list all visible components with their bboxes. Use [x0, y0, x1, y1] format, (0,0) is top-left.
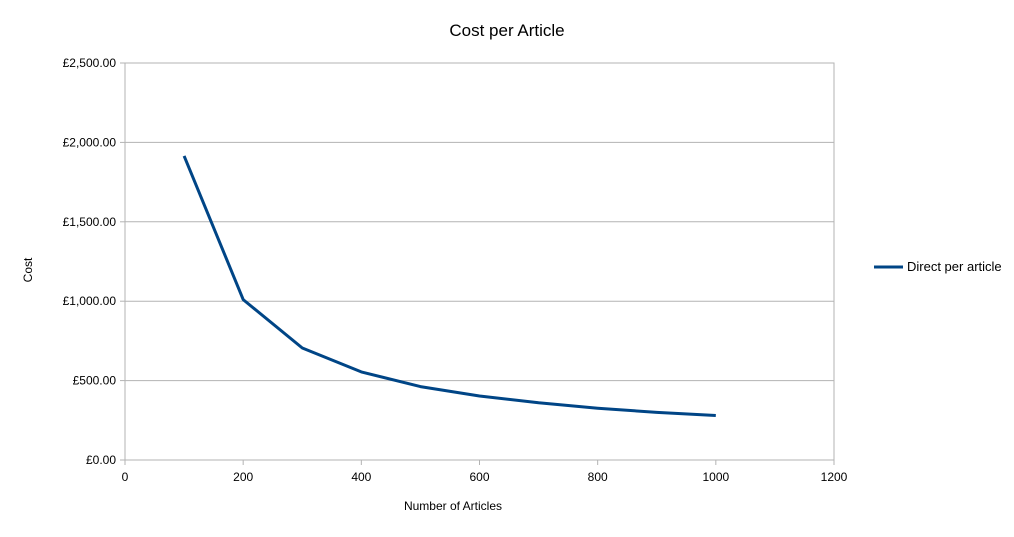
y-axis-ticks: £0.00 £500.00 £1,000.00 £1,500.00 £2,000.00 £… — [63, 56, 125, 467]
x-tick-label: 400 — [351, 470, 371, 484]
x-axis-ticks: 0 200 400 600 800 1000 1200 — [122, 460, 848, 484]
y-axis-title: Cost — [21, 257, 35, 282]
y-tick-label: £0.00 — [86, 453, 116, 467]
y-tick-label: £2,000.00 — [63, 135, 117, 149]
legend: Direct per article — [874, 259, 1002, 274]
grid-lines — [125, 62, 834, 461]
x-tick-label: 200 — [233, 470, 253, 484]
x-tick-label: 600 — [469, 470, 489, 484]
series-layer — [182, 155, 716, 417]
y-tick-label: £2,500.00 — [63, 56, 117, 70]
y-tick-label: £500.00 — [73, 374, 117, 388]
y-tick-label: £1,000.00 — [63, 294, 117, 308]
x-tick-label: 1200 — [821, 470, 848, 484]
chart-title: Cost per Article — [449, 21, 564, 40]
legend-label-direct-per-article: Direct per article — [907, 259, 1002, 274]
plot-area-frame — [124, 62, 835, 461]
y-tick-label: £1,500.00 — [63, 215, 117, 229]
x-tick-label: 0 — [122, 470, 129, 484]
series-line-direct-per-article — [182, 155, 716, 417]
x-tick-label: 1000 — [702, 470, 729, 484]
x-axis-title: Number of Articles — [404, 499, 502, 513]
x-tick-label: 800 — [588, 470, 608, 484]
